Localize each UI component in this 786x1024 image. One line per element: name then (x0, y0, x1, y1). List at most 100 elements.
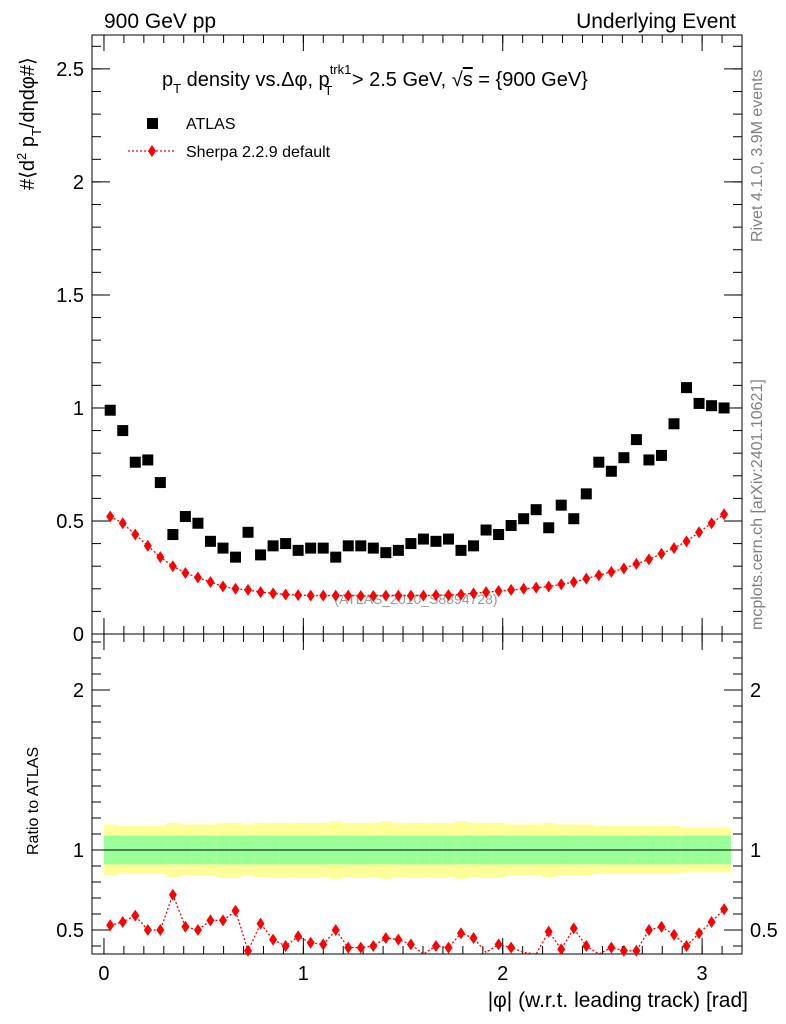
atlas-point (593, 456, 605, 468)
atlas-point (229, 551, 241, 563)
atlas-point (455, 544, 467, 556)
mc-point (118, 517, 127, 530)
ratio-mc-point (569, 922, 578, 935)
ratio-mc-point (557, 943, 566, 956)
mc-point (143, 539, 152, 552)
rivet-label: Rivet 4.1.0, 3.9M events (749, 69, 766, 242)
atlas-point (305, 542, 317, 554)
ratio-mc-line (110, 892, 725, 955)
legend-sherpa-marker (148, 145, 156, 157)
mc-point (193, 571, 202, 584)
ratio-mc-point (444, 941, 453, 954)
atlas-point (104, 404, 116, 416)
atlas-point (718, 402, 730, 414)
ratio-mc-point (669, 928, 678, 941)
mc-point (507, 583, 516, 596)
mc-point (519, 582, 528, 595)
ratio-mc-point (106, 919, 115, 932)
mc-point (269, 587, 278, 600)
atlas-point (217, 542, 229, 554)
atlas-point (342, 540, 354, 552)
atlas-point (493, 529, 505, 541)
ratio-mc-point (607, 941, 616, 954)
ratio-mc-point (193, 924, 202, 936)
ratio-mc-point (143, 924, 152, 936)
ratio-mc-point (356, 941, 365, 954)
ratio-mc-point (331, 924, 340, 936)
atlas-point (693, 397, 705, 409)
atlas-point (192, 517, 204, 529)
ratio-mc-point (469, 932, 478, 944)
atlas-point (580, 488, 592, 500)
ratio-tick-label-right: 2 (750, 680, 761, 702)
ratio-mc-point (294, 930, 303, 943)
atlas-point (505, 520, 517, 532)
ratio-mc-point (457, 927, 466, 940)
y-tick-label: 0.5 (56, 511, 84, 533)
mc-point (281, 588, 290, 601)
ratio-mc-point (319, 938, 328, 951)
y-tick-label: 1 (73, 398, 84, 420)
header-left: 900 GeV pp (104, 10, 216, 33)
ratio-mc-point (156, 924, 165, 936)
title-pt-sub: T (173, 81, 181, 96)
atlas-point (655, 449, 667, 461)
ylabel-sub: T (29, 128, 44, 136)
ratio-mc-point (206, 914, 215, 927)
mc-point (244, 583, 253, 596)
mc-point (557, 578, 566, 591)
mc-point (695, 526, 704, 539)
mc-point (218, 580, 227, 593)
title-trk-sup: trk1 (330, 62, 352, 77)
mc-point (394, 589, 403, 602)
x-tick-label: 0 (98, 963, 109, 985)
mc-point (356, 590, 365, 603)
atlas-point (204, 535, 216, 547)
mc-point (582, 572, 591, 585)
ratio-mc-point (231, 904, 240, 917)
y-tick-label: 2.5 (56, 59, 84, 81)
header-right: Underlying Event (576, 10, 736, 33)
ratio-mc-point (582, 940, 591, 952)
mc-point (469, 587, 478, 600)
ratio-mc-point (131, 909, 140, 922)
atlas-point (430, 535, 442, 547)
atlas-point (167, 529, 179, 541)
ratio-mc-point (306, 936, 315, 949)
mc-point (181, 566, 190, 579)
atlas-point (530, 504, 542, 516)
ratio-tick-label-left: 2 (73, 680, 84, 702)
atlas-point (518, 513, 530, 525)
mc-point (319, 589, 328, 602)
atlas-point (242, 526, 254, 538)
ratio-mc-point (181, 920, 190, 933)
y-tick-label: 1.5 (56, 285, 84, 307)
mc-point (344, 589, 353, 602)
ratio-mc-point (256, 917, 265, 930)
atlas-point (330, 551, 342, 563)
atlas-point (142, 454, 154, 466)
atlas-point (292, 544, 304, 556)
atlas-point (568, 513, 580, 525)
atlas-point (317, 542, 329, 554)
mc-point (444, 589, 453, 602)
x-ticks: 0 1 2 3 (98, 35, 723, 985)
atlas-point (480, 524, 492, 536)
ratio-mc-point (682, 940, 691, 952)
mc-point (156, 551, 165, 564)
mc-point (682, 535, 691, 548)
atlas-point (442, 533, 454, 545)
ratio-mc-point (707, 916, 716, 928)
legend-sherpa-label: Sherpa 2.2.9 default (186, 144, 331, 161)
title-rest: > 2.5 GeV, (346, 69, 451, 91)
title-pt: p (162, 69, 173, 91)
atlas-point (643, 454, 655, 466)
main-data-series (104, 382, 730, 603)
atlas-point (543, 522, 555, 534)
x-tick-label: 2 (497, 963, 508, 985)
main-y-ticks: 0 0.5 1 1.5 2 2.5 (56, 45, 742, 646)
main-y-label: #⟨d2 pT/dηdφ#⟩ (14, 57, 44, 190)
atlas-point (129, 456, 141, 468)
ratio-bands (92, 821, 742, 879)
